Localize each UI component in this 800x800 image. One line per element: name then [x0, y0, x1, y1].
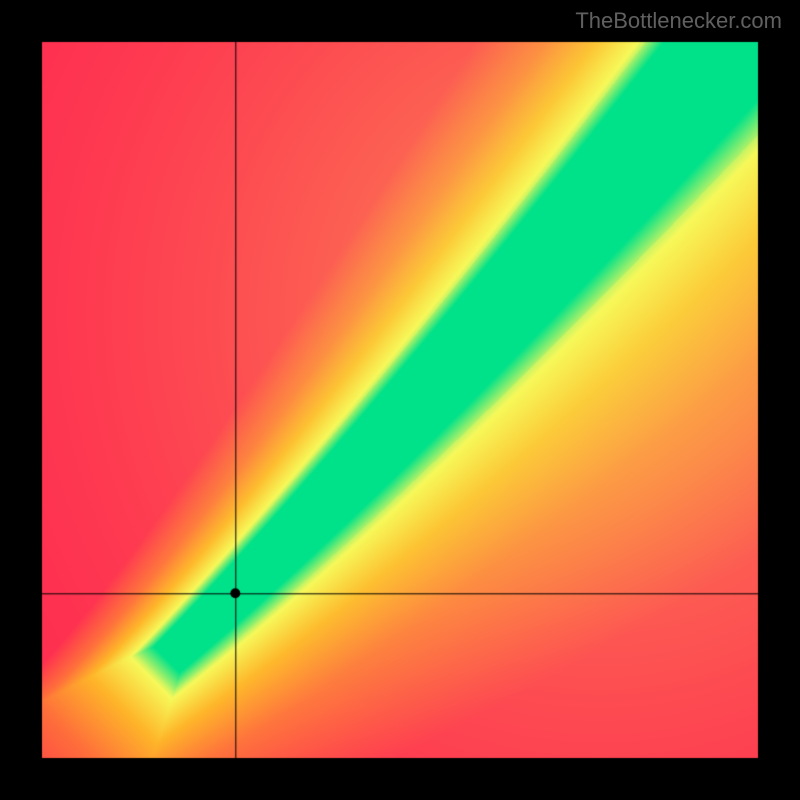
chart-container: TheBottlenecker.com	[0, 0, 800, 800]
heatmap-canvas	[0, 0, 800, 800]
watermark-text: TheBottlenecker.com	[575, 8, 782, 34]
